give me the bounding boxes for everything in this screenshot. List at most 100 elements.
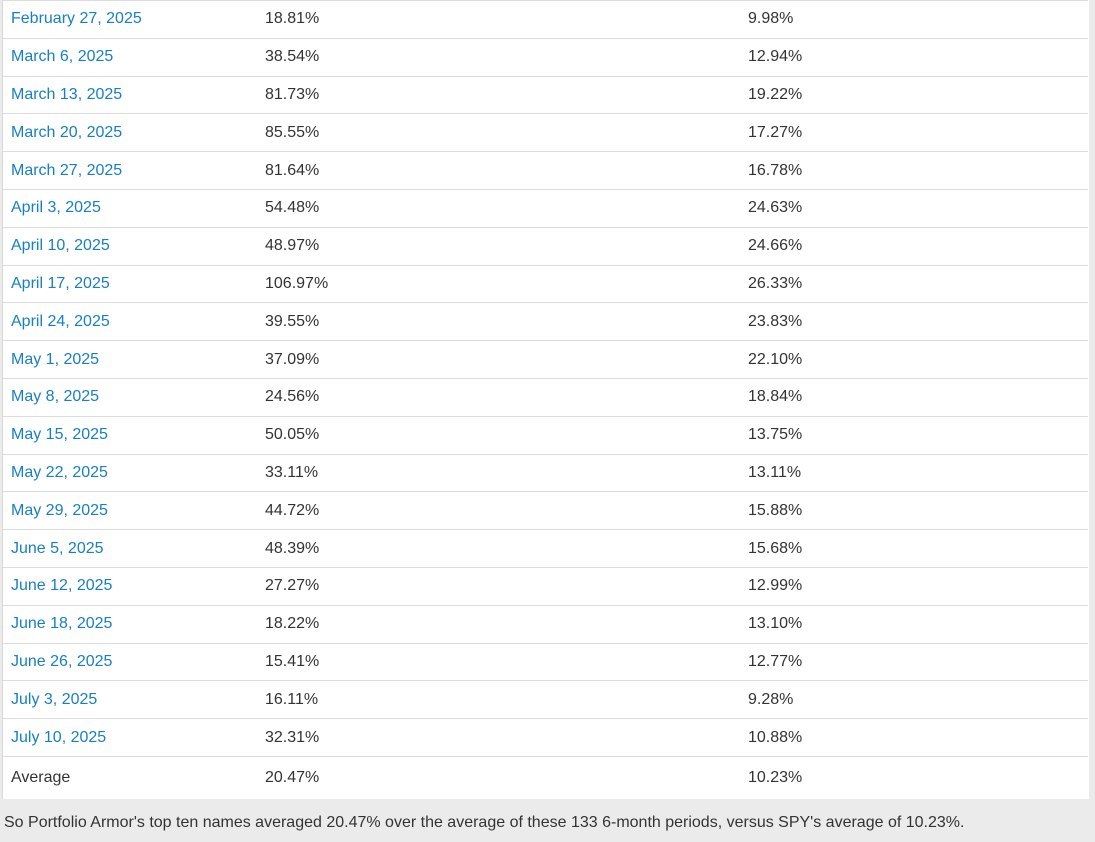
table-row: April 3, 2025 54.48% 24.63% xyxy=(3,188,1088,228)
date-link[interactable]: June 18, 2025 xyxy=(11,615,113,633)
spy-return-cell: 22.10% xyxy=(740,340,1088,379)
spy-return-cell: 24.66% xyxy=(740,226,1088,266)
date-cell: May 22, 2025 xyxy=(3,453,257,492)
top-ten-return-cell: 54.48% xyxy=(257,188,740,228)
date-link[interactable]: February 27, 2025 xyxy=(11,10,142,28)
spy-return-cell: 13.10% xyxy=(740,604,1088,644)
spy-return-cell: 13.11% xyxy=(740,453,1088,492)
top-ten-return-cell: 33.11% xyxy=(257,453,740,492)
top-ten-return-cell: 16.11% xyxy=(257,680,740,719)
date-link[interactable]: April 10, 2025 xyxy=(11,237,110,255)
top-ten-return-cell: 48.39% xyxy=(257,529,740,568)
spy-return-cell: 9.28% xyxy=(740,680,1088,719)
date-cell: April 24, 2025 xyxy=(3,302,257,341)
top-ten-return-cell: 85.55% xyxy=(257,113,740,152)
top-ten-return-cell: 24.56% xyxy=(257,377,740,417)
date-cell: June 18, 2025 xyxy=(3,604,257,644)
table-row: June 18, 2025 18.22% 13.10% xyxy=(3,604,1088,644)
returns-tbody: February 27, 2025 18.81% 9.98% March 6, 202… xyxy=(3,0,1088,757)
table-row: May 1, 2025 37.09% 22.10% xyxy=(3,340,1088,379)
table-row: May 15, 2025 50.05% 13.75% xyxy=(3,415,1088,455)
date-link[interactable]: July 10, 2025 xyxy=(11,728,107,746)
top-ten-return-cell: 27.27% xyxy=(257,566,740,606)
table-row: March 20, 2025 85.55% 17.27% xyxy=(3,113,1088,152)
table-row: May 8, 2025 24.56% 18.84% xyxy=(3,377,1088,417)
table-row: March 27, 2025 81.64% 16.78% xyxy=(3,151,1088,190)
spy-return-cell: 12.94% xyxy=(740,37,1088,77)
spy-return-cell: 15.68% xyxy=(740,529,1088,568)
table-row: June 5, 2025 48.39% 15.68% xyxy=(3,529,1088,568)
date-cell: May 1, 2025 xyxy=(3,340,257,379)
table-row: March 13, 2025 81.73% 19.22% xyxy=(3,75,1088,114)
date-link[interactable]: April 3, 2025 xyxy=(11,199,101,217)
date-link[interactable]: July 3, 2025 xyxy=(11,690,98,708)
date-cell: May 29, 2025 xyxy=(3,491,257,530)
spy-return-cell: 12.77% xyxy=(740,642,1088,681)
date-link[interactable]: March 20, 2025 xyxy=(11,123,123,141)
table-row: April 24, 2025 39.55% 23.83% xyxy=(3,302,1088,341)
top-ten-return-cell: 48.97% xyxy=(257,226,740,266)
date-cell: March 13, 2025 xyxy=(3,75,257,114)
spy-return-cell: 19.22% xyxy=(740,75,1088,114)
average-top-ten-return: 20.47% xyxy=(257,755,740,799)
date-cell: May 8, 2025 xyxy=(3,377,257,417)
spy-return-cell: 18.84% xyxy=(740,377,1088,417)
table-row: March 6, 2025 38.54% 12.94% xyxy=(3,37,1088,77)
date-link[interactable]: March 27, 2025 xyxy=(11,161,123,179)
date-link[interactable]: May 8, 2025 xyxy=(11,388,100,406)
date-cell: April 3, 2025 xyxy=(3,188,257,228)
date-link[interactable]: June 26, 2025 xyxy=(11,652,113,670)
top-ten-return-cell: 15.41% xyxy=(257,642,740,681)
spy-return-cell: 23.83% xyxy=(740,302,1088,341)
date-cell: March 27, 2025 xyxy=(3,151,257,190)
date-cell: May 15, 2025 xyxy=(3,415,257,455)
summary-text: So Portfolio Armor's top ten names avera… xyxy=(4,813,965,831)
spy-return-cell: 12.99% xyxy=(740,566,1088,606)
spy-return-cell: 15.88% xyxy=(740,491,1088,530)
date-link[interactable]: March 6, 2025 xyxy=(11,48,114,66)
top-ten-return-cell: 50.05% xyxy=(257,415,740,455)
date-link[interactable]: May 29, 2025 xyxy=(11,501,108,519)
spy-return-cell: 17.27% xyxy=(740,113,1088,152)
top-ten-return-cell: 81.73% xyxy=(257,75,740,114)
table-row: July 3, 2025 16.11% 9.28% xyxy=(3,680,1088,719)
spy-return-cell: 16.78% xyxy=(740,151,1088,190)
returns-table: February 27, 2025 18.81% 9.98% March 6, 202… xyxy=(3,0,1088,799)
date-cell: July 3, 2025 xyxy=(3,680,257,719)
date-cell: June 26, 2025 xyxy=(3,642,257,681)
date-link[interactable]: March 13, 2025 xyxy=(11,85,123,103)
date-cell: March 6, 2025 xyxy=(3,37,257,77)
top-ten-return-cell: 18.22% xyxy=(257,604,740,644)
table-row: May 29, 2025 44.72% 15.88% xyxy=(3,491,1088,530)
date-cell: July 10, 2025 xyxy=(3,718,257,757)
date-cell: June 12, 2025 xyxy=(3,566,257,606)
top-ten-return-cell: 18.81% xyxy=(257,0,740,39)
date-link[interactable]: May 22, 2025 xyxy=(11,463,108,481)
spy-return-cell: 26.33% xyxy=(740,264,1088,303)
average-row: Average 20.47% 10.23% xyxy=(3,755,1088,799)
spy-return-cell: 24.63% xyxy=(740,188,1088,228)
top-ten-return-cell: 37.09% xyxy=(257,340,740,379)
spy-return-cell: 10.88% xyxy=(740,718,1088,757)
date-link[interactable]: May 15, 2025 xyxy=(11,426,108,444)
spy-return-cell: 9.98% xyxy=(740,0,1088,39)
date-cell: February 27, 2025 xyxy=(3,0,257,39)
date-cell: April 10, 2025 xyxy=(3,226,257,266)
date-link[interactable]: June 5, 2025 xyxy=(11,539,104,557)
date-cell: June 5, 2025 xyxy=(3,529,257,568)
date-cell: April 17, 2025 xyxy=(3,264,257,303)
table-row: February 27, 2025 18.81% 9.98% xyxy=(3,0,1088,39)
top-ten-return-cell: 44.72% xyxy=(257,491,740,530)
date-link[interactable]: April 17, 2025 xyxy=(11,274,110,292)
returns-table-container: February 27, 2025 18.81% 9.98% March 6, 202… xyxy=(2,0,1089,799)
spy-return-cell: 13.75% xyxy=(740,415,1088,455)
date-link[interactable]: June 12, 2025 xyxy=(11,577,113,595)
top-ten-return-cell: 32.31% xyxy=(257,718,740,757)
table-row: April 10, 2025 48.97% 24.66% xyxy=(3,226,1088,266)
date-link[interactable]: May 1, 2025 xyxy=(11,350,100,368)
average-label: Average xyxy=(3,755,257,799)
top-ten-return-cell: 106.97% xyxy=(257,264,740,303)
table-row: June 12, 2025 27.27% 12.99% xyxy=(3,566,1088,606)
date-link[interactable]: April 24, 2025 xyxy=(11,312,110,330)
